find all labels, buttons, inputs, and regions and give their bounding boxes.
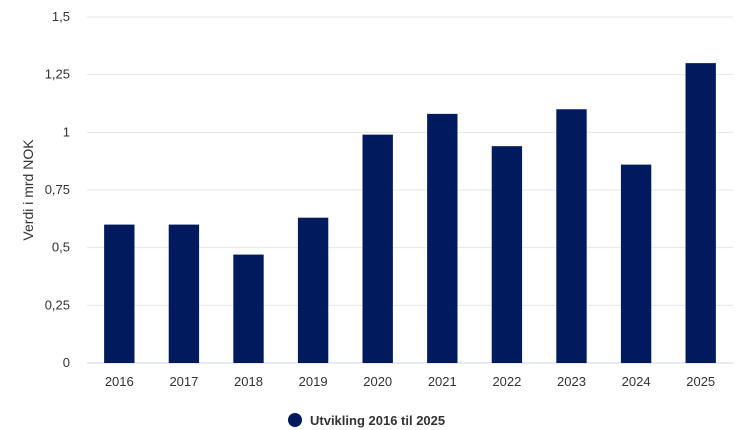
legend-label: Utvikling 2016 til 2025 <box>310 412 446 428</box>
x-tick-label: 2018 <box>234 374 263 389</box>
legend[interactable]: Utvikling 2016 til 2025 <box>288 410 445 430</box>
x-tick-label: 2016 <box>105 374 134 389</box>
y-tick-label: 0,5 <box>52 240 70 255</box>
x-tick-label: 2021 <box>428 374 457 389</box>
y-tick-label: 1 <box>63 124 70 139</box>
y-axis-label: Verdi i mrd NOK <box>20 139 36 241</box>
x-tick-label: 2019 <box>299 374 328 389</box>
y-tick-label: 0,25 <box>45 297 70 312</box>
bar-2017[interactable] <box>168 224 200 363</box>
x-axis-ticks: 2016 2017 2018 2019 2020 2021 2022 2023 2024 2025 <box>105 374 715 389</box>
bar-2021[interactable] <box>427 113 458 363</box>
y-tick-label: 1,25 <box>45 67 70 82</box>
y-axis-ticks: 0 0,25 0,5 0,75 1 1,25 1,5 <box>45 9 70 370</box>
bars <box>104 63 716 364</box>
bar-2025[interactable] <box>685 63 716 364</box>
bar-2020[interactable] <box>362 134 393 363</box>
bar-2018[interactable] <box>233 254 264 363</box>
bar-chart: 0 0,25 0,5 0,75 1 1,25 1,5 2016 2017 2018 2019 202… <box>20 9 733 389</box>
y-tick-label: 0,75 <box>45 182 70 197</box>
x-tick-label: 2022 <box>492 374 521 389</box>
bar-2024[interactable] <box>620 164 652 363</box>
x-tick-label: 2025 <box>686 374 715 389</box>
bar-2019[interactable] <box>297 217 329 363</box>
bar-2023[interactable] <box>556 109 587 364</box>
y-tick-label: 1,5 <box>52 9 70 24</box>
x-tick-label: 2017 <box>169 374 198 389</box>
y-tick-label: 0 <box>63 355 70 370</box>
legend-marker-icon <box>288 413 302 427</box>
x-tick-label: 2024 <box>622 374 651 389</box>
bar-2016[interactable] <box>104 224 135 363</box>
x-tick-label: 2023 <box>557 374 586 389</box>
bar-2022[interactable] <box>491 146 523 363</box>
x-tick-label: 2020 <box>363 374 392 389</box>
